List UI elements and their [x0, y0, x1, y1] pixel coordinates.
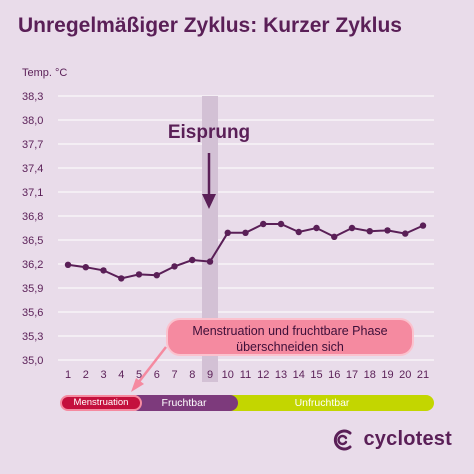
y-tick-label: 35,6	[22, 307, 43, 319]
data-point	[384, 227, 391, 234]
x-tick-label: 8	[189, 369, 195, 381]
x-tick-label: 18	[364, 369, 376, 381]
brand-logo: cyclotest	[332, 428, 452, 451]
x-tick-label: 12	[257, 369, 269, 381]
data-point	[224, 229, 231, 236]
x-tick-label: 3	[100, 369, 106, 381]
data-point	[348, 224, 356, 232]
x-tick-label: 7	[171, 369, 177, 381]
x-tick-label: 11	[240, 369, 251, 381]
x-tick-label: 4	[118, 369, 124, 381]
phase-bar: Unfruchtbar Fruchtbar Menstruation	[60, 395, 434, 411]
data-point	[242, 229, 249, 236]
cyclotest-logo-icon	[334, 429, 352, 450]
x-tick-label: 17	[346, 369, 358, 381]
chart-title: Unregelmäßiger Zyklus: Kurzer Zyklus	[18, 14, 402, 37]
x-tick-label: 19	[381, 369, 393, 381]
ovulation-band	[202, 96, 218, 382]
data-point	[153, 272, 160, 279]
x-tick-label: 14	[293, 369, 305, 381]
data-point	[260, 220, 267, 228]
callout-line-1: Menstruation und fruchtbare Phase	[192, 324, 388, 338]
data-point	[313, 224, 320, 232]
x-tick-label: 1	[65, 369, 71, 381]
y-tick-label: 36,5	[22, 235, 43, 247]
data-point	[82, 264, 89, 271]
y-tick-label: 35,0	[22, 355, 43, 367]
data-point	[135, 271, 143, 278]
data-points	[64, 220, 427, 282]
x-tick-label: 2	[83, 369, 89, 381]
x-tick-label: 15	[310, 369, 322, 381]
callout-pointer-arrow-icon	[131, 346, 167, 392]
logo-text: cyclotest	[363, 428, 452, 450]
phase-infertile: Unfruchtbar	[210, 395, 434, 411]
x-tick-label: 10	[222, 369, 234, 381]
data-point	[118, 275, 125, 282]
x-tick-label: 16	[328, 369, 340, 381]
ovulation-label: Eisprung	[168, 122, 250, 143]
y-tick-label: 38,0	[22, 115, 43, 127]
y-axis-label: Temp. °C	[22, 67, 67, 79]
data-point	[419, 222, 427, 229]
y-tick-label: 36,2	[22, 259, 43, 271]
y-tick-labels: 38,3 38,0 37,7 37,4 37,1 36,8 36,5 36,2 35,9 35,6…	[22, 91, 43, 367]
x-tick-label: 21	[417, 369, 429, 381]
x-tick-labels: 1 2 3 4 5 6 7 8 9 10 11 12 13 14 15 16 17 18 19 20 21	[65, 369, 429, 381]
data-point	[295, 228, 302, 236]
data-point	[402, 230, 409, 237]
data-point	[331, 233, 338, 240]
y-tick-label: 37,7	[22, 139, 43, 151]
phase-fertile: Fruchtbar	[130, 395, 238, 411]
data-point	[100, 267, 107, 274]
overlap-callout: Menstruation und fruchtbare Phase übersc…	[166, 318, 414, 356]
data-point	[189, 256, 196, 264]
y-tick-label: 38,3	[22, 91, 43, 103]
phase-menstruation: Menstruation	[60, 395, 142, 411]
x-tick-label: 13	[275, 369, 287, 381]
data-point	[206, 258, 214, 265]
ovulation-arrow-icon	[202, 153, 216, 209]
x-tick-label: 5	[136, 369, 142, 381]
x-tick-label: 20	[399, 369, 411, 381]
callout-line-2: überschneiden sich	[236, 340, 344, 354]
y-tick-label: 37,4	[22, 163, 43, 175]
x-tick-label: 6	[154, 369, 160, 381]
y-tick-label: 35,9	[22, 283, 43, 295]
y-tick-label: 37,1	[22, 187, 43, 199]
x-tick-label: 9	[207, 369, 213, 381]
y-tick-label: 35,3	[22, 331, 43, 343]
data-point	[366, 228, 373, 235]
y-tick-label: 36,8	[22, 211, 43, 223]
data-point	[64, 261, 72, 268]
data-point	[277, 220, 285, 228]
data-point	[171, 263, 178, 270]
